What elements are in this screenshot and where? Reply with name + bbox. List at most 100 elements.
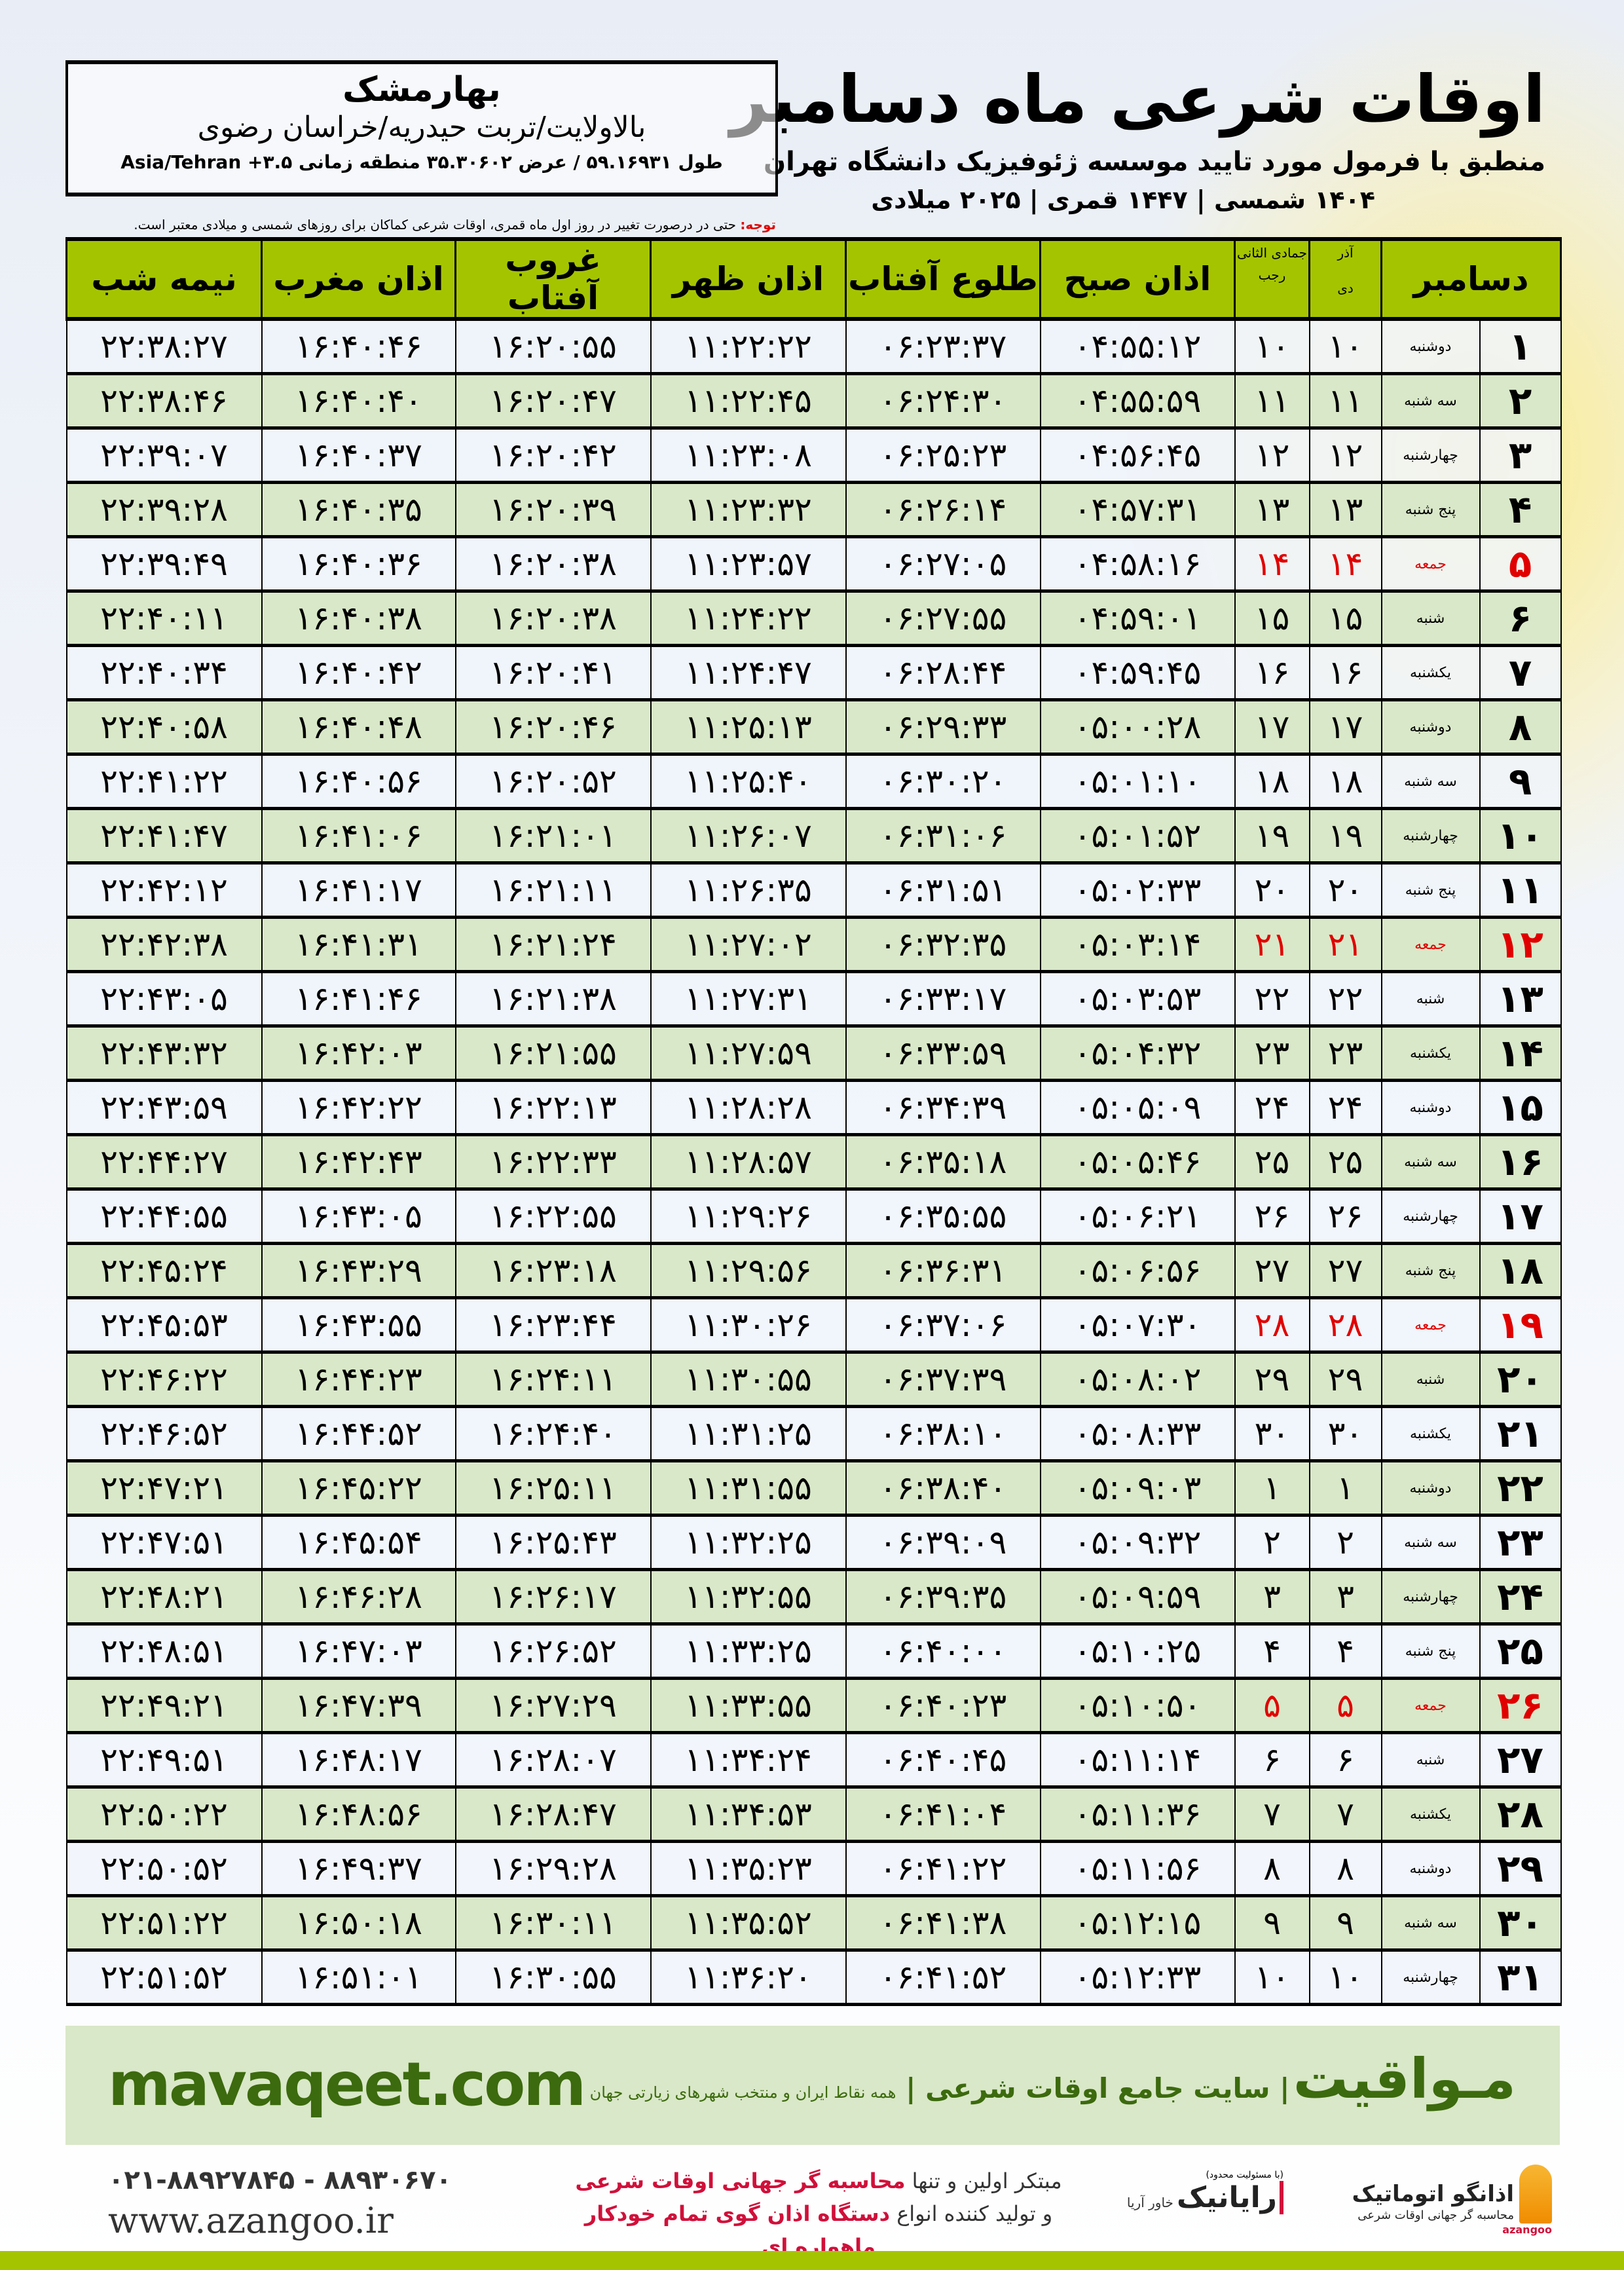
dhuhr-time: ۱۱:۲۶:۳۵	[650, 863, 847, 919]
table-row: ۱۱ پنج شنبه ۲۰ ۲۰ ۰۵:۰۲:۳۳ ۰۶:۳۱:۵۱ ۱۱:۲۶:۳۵ ۱۶…	[65, 863, 1562, 919]
header-maghrib: اذان مغرب	[261, 237, 456, 321]
fajr-time: ۰۵:۰۹:۳۲	[1039, 1515, 1236, 1571]
shamsi-day: ۱۵	[1308, 591, 1382, 647]
phone-numbers: ۰۲۱-۸۸۹۲۷۸۴۵ - ۸۸۹۳۰۶۷۰	[108, 2165, 452, 2195]
dhuhr-time: ۱۱:۳۶:۲۰	[650, 1950, 847, 2006]
fajr-time: ۰۵:۰۵:۴۶	[1039, 1134, 1236, 1191]
sunrise-time: ۰۶:۳۷:۰۶	[845, 1297, 1041, 1354]
sunrise-time: ۰۶:۲۳:۳۷	[845, 319, 1041, 375]
sunrise-time: ۰۶:۳۱:۵۱	[845, 863, 1041, 919]
fajr-time: ۰۵:۰۸:۳۳	[1039, 1406, 1236, 1462]
bottom-bar	[0, 2251, 1624, 2270]
table-body: ۱ دوشنبه ۱۰ ۱۰ ۰۴:۵۵:۱۲ ۰۶:۲۳:۳۷ ۱۱:۲۲:۲۲ ۱۶:۲۰…	[65, 319, 1562, 2006]
fajr-time: ۰۴:۵۷:۳۱	[1039, 482, 1236, 538]
lunar-day: ۷	[1234, 1787, 1310, 1843]
lunar-day: ۱۱	[1234, 373, 1310, 430]
sunrise-time: ۰۶:۳۲:۳۵	[845, 917, 1041, 973]
shamsi-day: ۲	[1308, 1515, 1382, 1571]
dhuhr-time: ۱۱:۲۳:۵۷	[650, 536, 847, 593]
lunar-day: ۲۵	[1234, 1134, 1310, 1191]
dhuhr-time: ۱۱:۲۲:۴۵	[650, 373, 847, 430]
maghrib-time: ۱۶:۴۲:۰۳	[261, 1026, 456, 1082]
weekday: جمعه	[1380, 1678, 1481, 1734]
lunar-day: ۴	[1234, 1624, 1310, 1680]
weekday: دوشنبه	[1380, 1461, 1481, 1517]
sunrise-time: ۰۶:۴۱:۳۸	[845, 1895, 1041, 1952]
lunar-day: ۹	[1234, 1895, 1310, 1952]
sunset-time: ۱۶:۲۸:۰۷	[454, 1732, 652, 1789]
dhuhr-time: ۱۱:۲۳:۳۲	[650, 482, 847, 538]
table-row: ۱۳ شنبه ۲۲ ۲۲ ۰۵:۰۳:۵۳ ۰۶:۳۳:۱۷ ۱۱:۲۷:۳۱ ۱۶:۲۱:…	[65, 971, 1562, 1028]
maghrib-time: ۱۶:۵۰:۱۸	[261, 1895, 456, 1952]
dhuhr-time: ۱۱:۲۴:۲۲	[650, 591, 847, 647]
shamsi-day: ۱	[1308, 1461, 1382, 1517]
sunrise-time: ۰۶:۲۴:۳۰	[845, 373, 1041, 430]
day-number: ۱۲	[1479, 917, 1562, 973]
day-number: ۱۶	[1479, 1134, 1562, 1191]
sunset-time: ۱۶:۲۹:۲۸	[454, 1841, 652, 1897]
weekday: چهارشنبه	[1380, 808, 1481, 865]
sunset-time: ۱۶:۲۰:۵۲	[454, 754, 652, 810]
header-sunrise: طلوع آفتاب	[845, 237, 1041, 321]
midnight-time: ۲۲:۴۲:۱۲	[65, 863, 263, 919]
fajr-time: ۰۵:۰۶:۵۶	[1039, 1243, 1236, 1299]
city-name: بهارمشک	[342, 70, 501, 109]
midnight-time: ۲۲:۴۶:۵۲	[65, 1406, 263, 1462]
midnight-time: ۲۲:۴۸:۲۱	[65, 1569, 263, 1626]
day-number: ۲۶	[1479, 1678, 1562, 1734]
table-row: ۲۳ سه شنبه ۲ ۲ ۰۵:۰۹:۳۲ ۰۶:۳۹:۰۹ ۱۱:۳۲:۲۵ ۱۶:۲۵…	[65, 1515, 1562, 1571]
lunar-day: ۵	[1234, 1678, 1310, 1734]
table-row: ۲۸ یکشنبه ۷ ۷ ۰۵:۱۱:۳۶ ۰۶:۴۱:۰۴ ۱۱:۳۴:۵۳ ۱۶:۲۸:…	[65, 1787, 1562, 1843]
weekday: شنبه	[1380, 1352, 1481, 1408]
shamsi-day: ۲۴	[1308, 1080, 1382, 1136]
weekday: چهارشنبه	[1380, 1189, 1481, 1245]
table-row: ۱۵ دوشنبه ۲۴ ۲۴ ۰۵:۰۵:۰۹ ۰۶:۳۴:۳۹ ۱۱:۲۸:۲۸ ۱۶:۲…	[65, 1080, 1562, 1136]
shamsi-day: ۲۰	[1308, 863, 1382, 919]
rayanik-logo: (با مسئولیت محدود) رایانیک خاور آریا	[1087, 2169, 1283, 2214]
day-number: ۱۵	[1479, 1080, 1562, 1136]
rayanik-note: (با مسئولیت محدود)	[1206, 2170, 1283, 2180]
sunset-time: ۱۶:۲۴:۴۰	[454, 1406, 652, 1462]
shamsi-day: ۲۶	[1308, 1189, 1382, 1245]
weekday: یکشنبه	[1380, 1406, 1481, 1462]
shamsi-day: ۲۹	[1308, 1352, 1382, 1408]
weekday: جمعه	[1380, 536, 1481, 593]
midnight-time: ۲۲:۴۱:۴۷	[65, 808, 263, 865]
maghrib-time: ۱۶:۴۴:۲۳	[261, 1352, 456, 1408]
table-row: ۱۷ چهارشنبه ۲۶ ۲۶ ۰۵:۰۶:۲۱ ۰۶:۳۵:۵۵ ۱۱:۲۹:۲۶ ۱۶…	[65, 1189, 1562, 1245]
header-fajr: اذان صبح	[1039, 237, 1236, 321]
day-number: ۴	[1479, 482, 1562, 538]
day-number: ۷	[1479, 645, 1562, 701]
lunar-day: ۱۷	[1234, 699, 1310, 756]
maghrib-time: ۱۶:۴۰:۴۶	[261, 319, 456, 375]
sunset-time: ۱۶:۲۰:۵۵	[454, 319, 652, 375]
shamsi-day: ۱۴	[1308, 536, 1382, 593]
shamsi-day: ۲۸	[1308, 1297, 1382, 1354]
table-row: ۱۶ سه شنبه ۲۵ ۲۵ ۰۵:۰۵:۴۶ ۰۶:۳۵:۱۸ ۱۱:۲۸:۵۷ ۱۶:…	[65, 1134, 1562, 1191]
dhuhr-time: ۱۱:۳۳:۲۵	[650, 1624, 847, 1680]
fajr-time: ۰۵:۰۰:۲۸	[1039, 699, 1236, 756]
weekday: پنج شنبه	[1380, 1624, 1481, 1680]
maghrib-time: ۱۶:۴۳:۲۹	[261, 1243, 456, 1299]
fajr-time: ۰۵:۰۲:۳۳	[1039, 863, 1236, 919]
fajr-time: ۰۵:۰۹:۰۳	[1039, 1461, 1236, 1517]
lunar-day: ۳	[1234, 1569, 1310, 1626]
fajr-time: ۰۵:۰۱:۵۲	[1039, 808, 1236, 865]
weekday: شنبه	[1380, 971, 1481, 1028]
sunset-time: ۱۶:۲۰:۴۲	[454, 428, 652, 484]
lunar-day: ۲۳	[1234, 1026, 1310, 1082]
day-number: ۲۵	[1479, 1624, 1562, 1680]
sunset-time: ۱۶:۲۲:۳۳	[454, 1134, 652, 1191]
promo-line2-a: و تولید کننده انواع	[890, 2201, 1053, 2226]
maghrib-time: ۱۶:۴۱:۱۷	[261, 863, 456, 919]
shamsi-day: ۱۸	[1308, 754, 1382, 810]
day-number: ۳۱	[1479, 1950, 1562, 2006]
lunar-day: ۱۲	[1234, 428, 1310, 484]
mavaqeet-url[interactable]: mavaqeet.com	[108, 2049, 586, 2119]
mavaqeet-banner	[65, 2026, 1560, 2145]
location-box: بهارمشک بالاولایت/تربت حیدریه/خراسان رضو…	[65, 60, 778, 196]
promo-line1-b: محاسبه گر جهانی اوقات شرعی	[575, 2168, 906, 2193]
sunset-time: ۱۶:۲۱:۵۵	[454, 1026, 652, 1082]
page-title: اوقات شرعی ماه دسامبر	[729, 61, 1545, 138]
azangoo-url[interactable]: www.azangoo.ir	[108, 2200, 394, 2241]
